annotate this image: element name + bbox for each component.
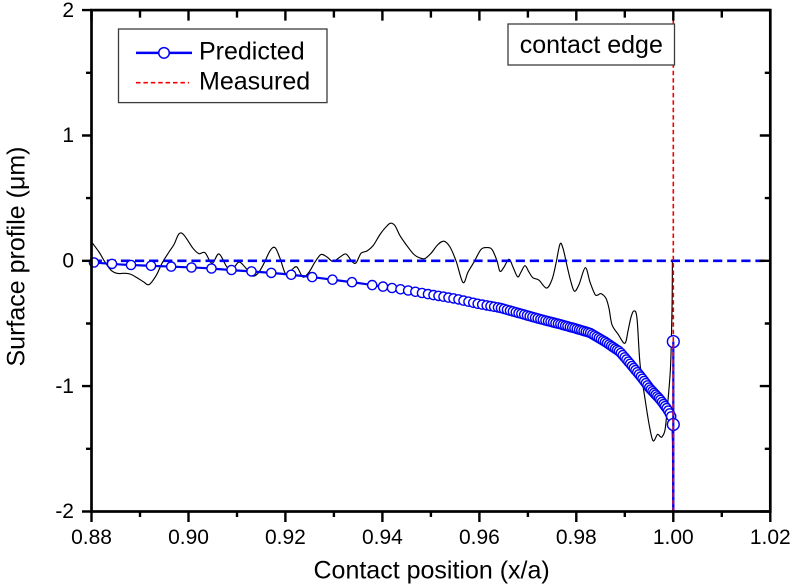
svg-text:0.94: 0.94 [362, 526, 403, 549]
svg-text:-2: -2 [55, 500, 74, 523]
svg-text:0.90: 0.90 [168, 526, 209, 549]
svg-text:2: 2 [62, 0, 74, 22]
svg-text:0.98: 0.98 [556, 526, 597, 549]
svg-text:0.96: 0.96 [459, 526, 500, 549]
svg-text:contact edge: contact edge [520, 31, 663, 59]
svg-text:1: 1 [62, 124, 74, 147]
svg-text:0: 0 [62, 250, 74, 273]
svg-text:0.88: 0.88 [71, 526, 112, 549]
svg-text:Contact position (x/a): Contact position (x/a) [313, 557, 549, 585]
svg-text:1.02: 1.02 [750, 526, 791, 549]
svg-text:Measured: Measured [199, 68, 310, 96]
svg-text:Surface profile (μm): Surface profile (μm) [3, 146, 31, 366]
svg-text:0.92: 0.92 [265, 526, 306, 549]
svg-text:-1: -1 [55, 375, 74, 398]
svg-text:Predicted: Predicted [199, 38, 305, 66]
svg-text:1.00: 1.00 [653, 526, 694, 549]
